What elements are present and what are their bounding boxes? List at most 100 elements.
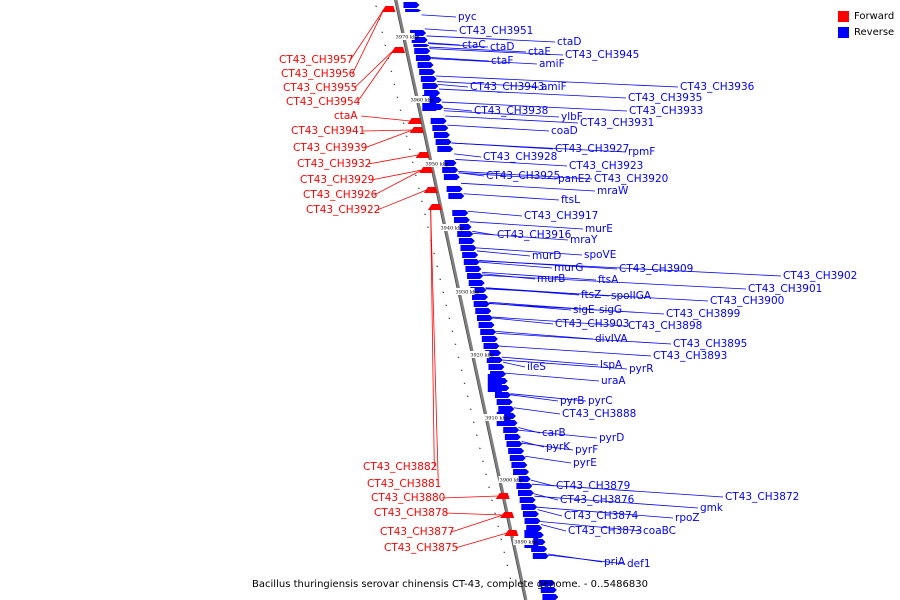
reverse-leader [482, 274, 747, 290]
forward-gene [409, 127, 424, 133]
reverse-gene-label: CT43_CH3895 [673, 338, 747, 350]
reverse-leader [513, 407, 561, 415]
reverse-leader [451, 142, 627, 153]
forward-gene-label: CT43_CH3926 [303, 189, 378, 201]
reverse-gene [448, 193, 465, 199]
reverse-leader [530, 479, 555, 487]
forward-gene-label: CT43_CH3954 [286, 96, 361, 108]
forward-gene-label: CT43_CH3880 [371, 492, 445, 504]
reverse-gene-label: pyrR [629, 363, 654, 375]
reverse-leader [438, 88, 627, 99]
reverse-gene [495, 392, 512, 398]
reverse-gene [437, 146, 454, 152]
reverse-gene-label: pyrF [575, 444, 598, 456]
reverse-gene [480, 329, 497, 335]
forward-leader [451, 514, 503, 533]
reverse-leader [537, 506, 674, 519]
forward-leader [368, 154, 419, 165]
forward-gene-label: CT43_CH3922 [306, 204, 380, 216]
legend-item-reverse: Reverse [838, 24, 894, 40]
tick-label: 3890 kbp [514, 540, 538, 546]
reverse-gene [440, 160, 457, 166]
reverse-leader [476, 247, 583, 256]
reverse-leader [548, 554, 626, 565]
reverse-gene [509, 455, 526, 461]
reverse-leader [485, 288, 709, 302]
forward-gene [495, 493, 510, 499]
reverse-gene [508, 448, 525, 454]
reverse-gene-label: lspA [600, 359, 623, 371]
tick-label-group: 3970 kbp [394, 33, 419, 41]
tick-label-group: 3910 kbp [484, 414, 509, 422]
reverse-gene-label: ylbF [561, 111, 583, 123]
tick-label-group: 3900 kbp [498, 476, 524, 484]
reverse-gene [467, 273, 484, 279]
reverse-leader [492, 317, 554, 325]
reverse-gene [498, 406, 515, 412]
reverse-gene [472, 294, 489, 300]
reverse-gene-label: panE2 [558, 173, 591, 185]
tick-background [498, 476, 519, 483]
reverse-gene [473, 301, 490, 307]
reverse-leader [499, 345, 652, 357]
reverse-leader [501, 356, 599, 366]
reverse-gene [465, 266, 482, 272]
reverse-leader [458, 172, 557, 180]
reverse-gene [488, 364, 505, 370]
reverse-leader [445, 115, 579, 124]
reverse-gene-label: ctaE [528, 46, 551, 58]
reverse-gene-label: murB [537, 273, 565, 285]
reverse-leader [447, 124, 550, 132]
forward-leader [377, 189, 427, 211]
forward-gene [391, 47, 406, 53]
reverse-leader [540, 524, 567, 532]
reverse-gene-label: CT43_CH3874 [564, 510, 639, 522]
reverse-gene-label: ctaC [462, 39, 486, 51]
forward-leader [356, 49, 395, 103]
reverse-gene [522, 511, 539, 517]
reverse-gene-label: sigG [599, 304, 622, 316]
forward-gene [419, 167, 434, 173]
reverse-leader [505, 372, 600, 382]
reverse-gene-label: divIVA [595, 333, 628, 345]
legend-swatch-forward [838, 10, 849, 22]
gene-labels: CT43_CH3957 CT43_CH3956 CT43_CH3955 CT43_CH… [279, 11, 857, 570]
reverse-gene [487, 374, 502, 392]
forward-gene-label: CT43_CH3957 [279, 54, 353, 66]
reverse-gene-label: sigE [573, 304, 595, 316]
tick-label: 3950 kbp [425, 162, 449, 168]
reverse-gene-label: CT43_CH3909 [619, 263, 693, 275]
legend: Forward Reverse [838, 8, 894, 40]
forward-leader [361, 115, 411, 122]
reverse-gene-label: CT43_CH3902 [783, 270, 857, 282]
reverse-gene-label: pyrB [560, 395, 584, 407]
reverse-gene [463, 259, 480, 265]
tick-label: 3940 kbp [441, 226, 465, 232]
reverse-leader [443, 107, 473, 112]
reverse-gene-label: ctaD [490, 41, 514, 53]
reverse-gene [413, 44, 430, 47]
reverse-gene-label: CT43_CH3916 [497, 229, 572, 241]
tick-background [469, 351, 490, 358]
reverse-gene-label: CT43_CH3903 [555, 318, 629, 330]
reverse-gene [540, 587, 557, 593]
reverse-gene-label: murE [585, 223, 613, 235]
reverse-leader [443, 110, 560, 118]
reverse-leader [428, 43, 489, 48]
reverse-leader [437, 84, 469, 88]
forward-gene [381, 6, 396, 12]
reverse-gene [481, 336, 498, 342]
reverse-gene [504, 434, 521, 440]
forward-leader [362, 129, 413, 132]
reverse-gene-label: murG [554, 262, 583, 274]
reverse-leader [496, 332, 672, 345]
reverse-gene [411, 37, 428, 43]
reverse-leader [479, 261, 553, 269]
reverse-gene-label: CT43_CH3879 [556, 480, 630, 492]
reverse-gene [462, 252, 479, 258]
legend-swatch-reverse [838, 26, 849, 38]
reverse-gene-label: CT43_CH3893 [653, 350, 727, 362]
reverse-gene [435, 139, 452, 145]
reverse-gene [475, 308, 492, 314]
tick-label: 3900 kbp [500, 478, 524, 484]
